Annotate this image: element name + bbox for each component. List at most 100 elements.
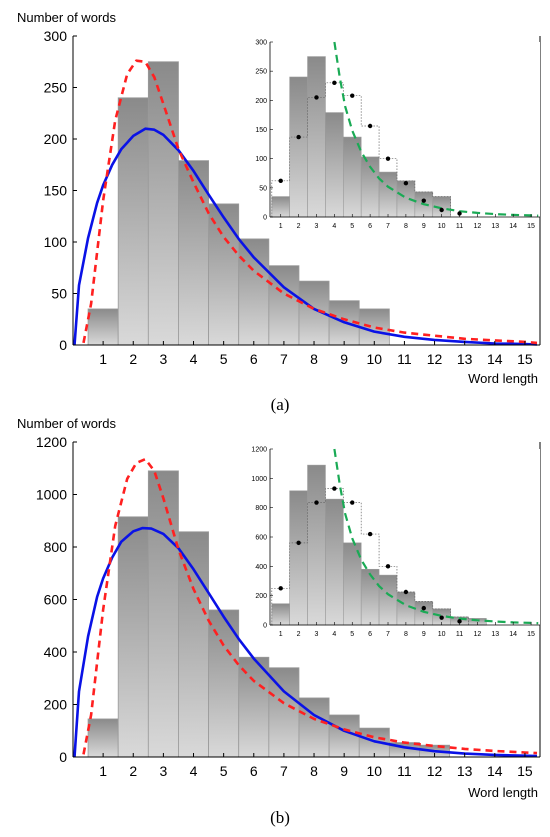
inset-data-point (403, 589, 409, 595)
y-tick-label: 300 (44, 28, 68, 44)
inset-x-tick-label: 8 (404, 223, 408, 230)
x-tick-label: 8 (310, 763, 318, 779)
inset-x-tick-label: 5 (350, 631, 354, 638)
bar (178, 531, 209, 758)
x-tick-label: 4 (190, 351, 198, 367)
inset-data-point (385, 156, 391, 161)
bar (238, 238, 270, 346)
x-axis-label: Word length (468, 785, 538, 800)
inset-data-point (314, 500, 319, 505)
inset-y-tick-label: 400 (255, 564, 267, 571)
inset-data-point (296, 540, 301, 546)
inset-y-tick-label: 100 (255, 156, 267, 163)
bar (147, 61, 179, 346)
inset-bar (307, 56, 326, 218)
inset-data-point (457, 619, 462, 624)
bar (178, 160, 209, 346)
inset-x-tick-label: 1 (279, 223, 283, 230)
x-tick-label: 14 (487, 763, 503, 779)
inset-data-point (350, 500, 355, 505)
inset-x-tick-label: 9 (422, 631, 426, 638)
inset-y-tick-label: 150 (255, 127, 267, 134)
x-tick-label: 9 (340, 763, 348, 779)
inset-x-tick-label: 15 (527, 223, 535, 230)
inset-y-tick-label: 600 (255, 535, 267, 542)
inset-x-tick-label: 3 (315, 631, 319, 638)
y-tick-label: 150 (44, 183, 68, 199)
x-tick-label: 13 (457, 351, 473, 367)
inset-x-tick-label: 12 (474, 223, 482, 230)
bar (87, 718, 119, 758)
inset-data-point (367, 531, 373, 537)
x-tick-label: 10 (367, 763, 383, 779)
inset-data-point (296, 134, 301, 140)
inset-data-point (332, 486, 337, 491)
inset-data-point (439, 615, 444, 620)
bar (268, 667, 300, 758)
bar (147, 470, 179, 758)
x-axis-label: Word length (468, 371, 538, 386)
inset-dashed-curve (333, 448, 539, 625)
inset-data-point (278, 586, 283, 591)
x-tick-label: 5 (220, 351, 228, 367)
y-tick-label: 50 (51, 286, 67, 302)
inset-x-tick-label: 12 (474, 631, 482, 638)
bar (117, 97, 149, 346)
inset-y-tick-label: 300 (255, 40, 267, 47)
inset-x-tick-label: 13 (491, 223, 499, 230)
inset-x-tick-label: 3 (315, 223, 319, 230)
inset-bar (271, 603, 290, 626)
inset-x-tick-label: 9 (422, 223, 426, 230)
inset-x-tick-label: 11 (456, 223, 463, 230)
inset-bar (360, 568, 380, 626)
x-tick-label: 6 (250, 351, 258, 367)
inset-data-point (421, 605, 426, 611)
dashed-fit-curve (82, 457, 538, 755)
panel-caption: (a) (271, 395, 290, 414)
inset-x-tick-label: 13 (491, 631, 499, 638)
inset-y-tick-label: 0 (263, 215, 267, 222)
inset-y-tick-label: 200 (255, 98, 267, 105)
inset-x-tick-label: 6 (368, 223, 372, 230)
inset-y-tick-label: 50 (259, 185, 267, 192)
inset-x-tick-label: 6 (368, 631, 372, 638)
inset-x-tick-label: 14 (509, 223, 517, 230)
inset-x-tick-label: 5 (350, 223, 354, 230)
y-tick-label: 800 (44, 539, 68, 555)
inset-data-point (332, 80, 337, 86)
y-tick-label: 200 (44, 131, 68, 147)
inset-bar (307, 464, 326, 626)
bar (358, 308, 390, 346)
inset-x-tick-label: 11 (456, 631, 463, 638)
inset-bar (378, 574, 398, 626)
x-tick-label: 4 (190, 763, 198, 779)
bar (238, 656, 270, 758)
inset-x-tick-label: 1 (279, 631, 283, 638)
y-axis-label: Number of words (17, 10, 116, 25)
y-tick-label: 200 (44, 697, 68, 713)
y-tick-label: 0 (59, 749, 67, 765)
inset-x-tick-label: 10 (438, 631, 446, 638)
inset-x-tick-label: 7 (386, 631, 390, 638)
inset-bar (414, 601, 434, 626)
x-tick-label: 9 (340, 351, 348, 367)
x-tick-label: 8 (310, 351, 318, 367)
inset-data-point (278, 178, 283, 184)
inset-data-point (367, 123, 373, 129)
x-tick-label: 6 (250, 763, 258, 779)
inset-x-tick-label: 4 (332, 223, 336, 230)
inset-x-tick-label: 10 (438, 223, 446, 230)
x-tick-label: 5 (220, 763, 228, 779)
x-tick-label: 11 (397, 763, 412, 779)
inset-y-tick-label: 1200 (251, 447, 267, 454)
y-tick-label: 600 (44, 592, 68, 608)
inset-x-tick-label: 4 (332, 631, 336, 638)
bar (117, 516, 149, 758)
x-tick-label: 2 (129, 763, 137, 779)
inset-x-tick-label: 14 (509, 631, 517, 638)
y-tick-label: 400 (44, 644, 68, 660)
inset-bar (325, 498, 344, 626)
inset-data-point (439, 207, 444, 213)
